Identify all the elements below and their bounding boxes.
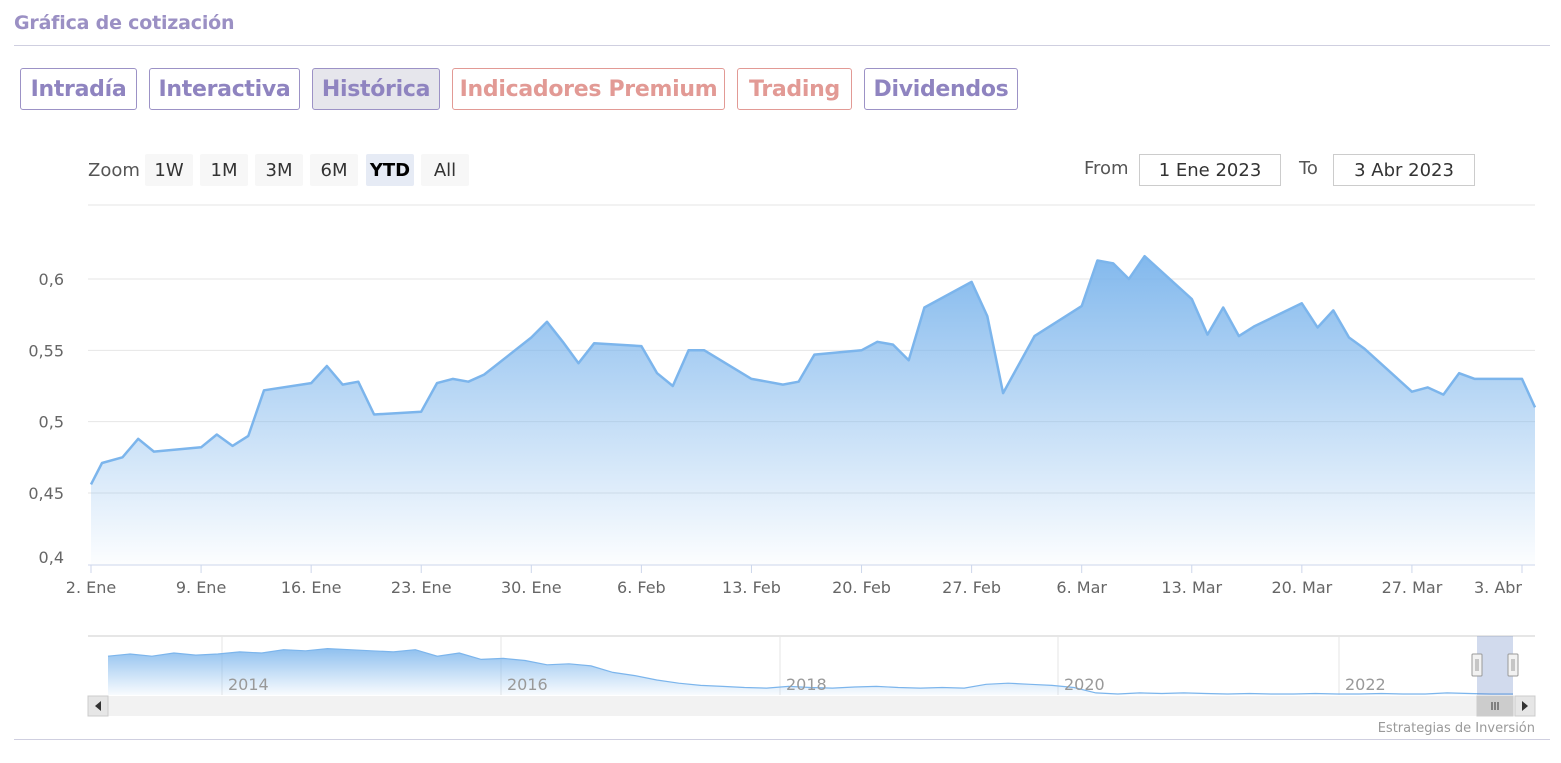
range-from-input[interactable]: 1 Ene 2023 [1139, 154, 1281, 186]
tab-trading[interactable]: Trading [737, 68, 852, 110]
x-tick-label: 9. Ene [176, 578, 226, 597]
navigator-year-label: 2022 [1345, 675, 1386, 694]
series-line[interactable] [89, 254, 1537, 485]
y-tick-label: 0,4 [39, 548, 64, 567]
range-from-label: From [1084, 158, 1129, 179]
zoom-all-button[interactable]: All [421, 154, 469, 186]
navigator-selection[interactable] [1477, 636, 1513, 695]
x-tick-label: 20. Mar [1271, 578, 1332, 597]
zoom-6m-button[interactable]: 6M [310, 154, 358, 186]
y-tick-label: 0,55 [28, 341, 64, 360]
zoom-1m-button[interactable]: 1M [200, 154, 248, 186]
y-tick-label: 0,45 [28, 484, 64, 503]
tab-intradia[interactable]: Intradía [20, 68, 137, 110]
x-tick-label: 27. Mar [1382, 578, 1443, 597]
navigator-year-label: 2018 [786, 675, 827, 694]
x-tick-label: 16. Ene [281, 578, 342, 597]
x-tick-label: 20. Feb [832, 578, 891, 597]
tab-indicadores-premium[interactable]: Indicadores Premium [452, 68, 725, 110]
series-area [91, 256, 1535, 565]
navigator-left-handle[interactable] [1471, 653, 1483, 677]
page-title: Gráfica de cotización [14, 12, 235, 34]
x-tick-label: 6. Feb [617, 578, 666, 597]
navigator-labels: 2014 2016 2018 2020 2022 [228, 675, 1386, 694]
tab-interactiva[interactable]: Interactiva [149, 68, 300, 110]
navigator-year-label: 2014 [228, 675, 269, 694]
scrollbar-left-button[interactable] [87, 695, 109, 717]
x-tick-label: 2. Ene [66, 578, 116, 597]
navigator-area [108, 648, 1513, 695]
navigator-year-label: 2020 [1064, 675, 1105, 694]
scrollbar-track[interactable] [88, 696, 1535, 716]
x-axis-labels: 2. Ene 9. Ene 16. Ene 23. Ene 30. Ene 6. Feb 1… [66, 578, 1523, 597]
x-tick-label: 13. Feb [722, 578, 781, 597]
y-tick-label: 0,6 [39, 270, 64, 289]
chart-credit[interactable]: Estrategias de Inversión [1378, 721, 1535, 736]
x-tick-label: 27. Feb [942, 578, 1001, 597]
header-divider [14, 45, 1550, 46]
navigator-line [107, 647, 1513, 695]
scrollbar-right-button[interactable] [1514, 695, 1536, 717]
zoom-ytd-button[interactable]: YTD [366, 154, 414, 186]
y-axis-labels: 0,6 0,55 0,5 0,45 0,4 [28, 270, 64, 567]
x-tick-label: 6. Mar [1056, 578, 1107, 597]
x-tick-label: 23. Ene [391, 578, 452, 597]
y-tick-label: 0,5 [39, 413, 64, 432]
zoom-1w-button[interactable]: 1W [145, 154, 193, 186]
x-axis-ticks [90, 565, 1523, 573]
navigator-year-label: 2016 [507, 675, 548, 694]
tab-dividendos[interactable]: Dividendos [864, 68, 1018, 110]
range-to-label: To [1299, 158, 1318, 179]
x-tick-label: 30. Ene [501, 578, 562, 597]
footer-divider [14, 739, 1550, 740]
zoom-3m-button[interactable]: 3M [255, 154, 303, 186]
x-tick-label: 3. Abr [1474, 578, 1522, 597]
range-to-input[interactable]: 3 Abr 2023 [1333, 154, 1475, 186]
scrollbar-thumb[interactable] [1476, 695, 1514, 717]
zoom-label: Zoom [88, 160, 140, 181]
navigator-right-handle[interactable] [1507, 653, 1519, 677]
tab-historica[interactable]: Histórica [312, 68, 440, 110]
x-tick-label: 13. Mar [1161, 578, 1222, 597]
